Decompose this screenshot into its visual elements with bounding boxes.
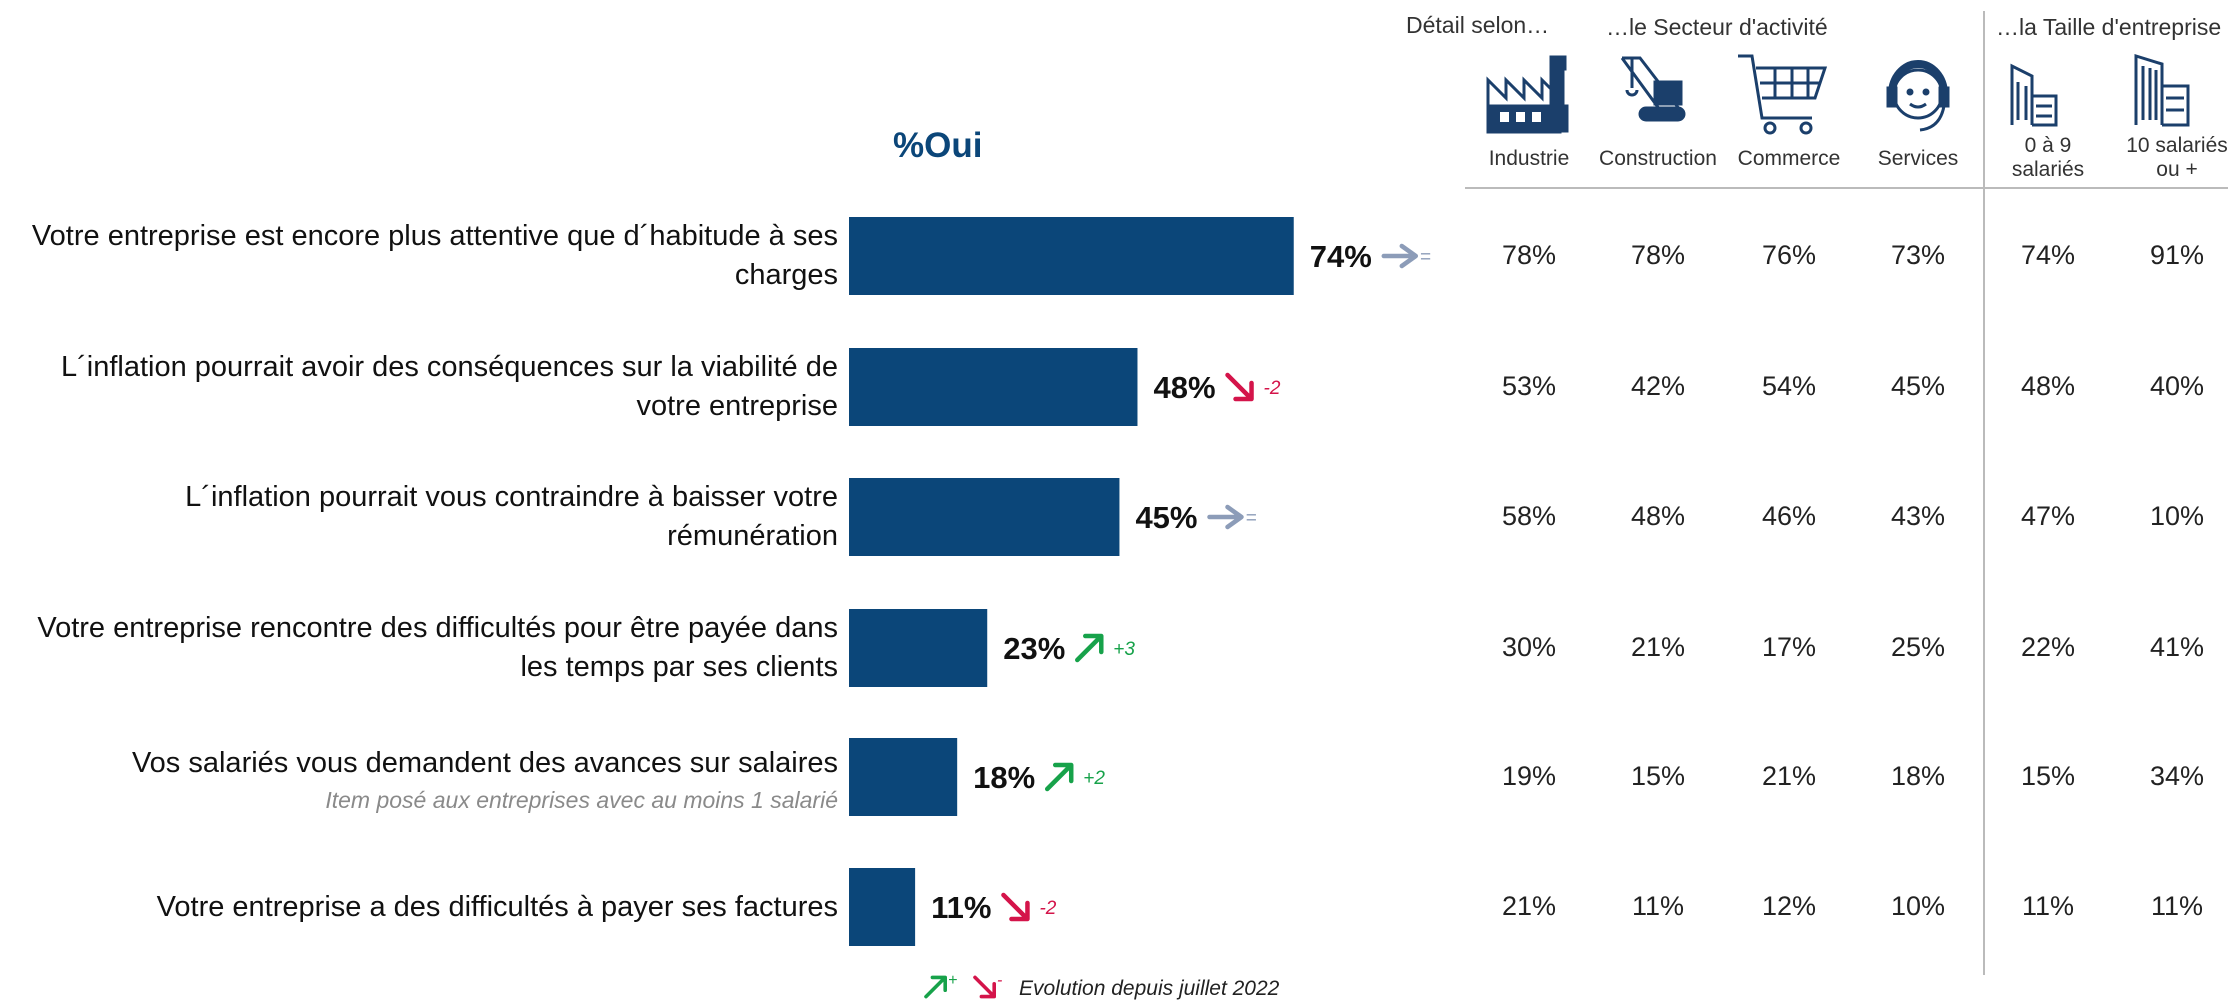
bar — [849, 868, 916, 946]
icon-industry — [1486, 55, 1569, 134]
bar — [849, 478, 1120, 556]
value-label: 23% — [1003, 631, 1065, 666]
legend-sign: - — [997, 972, 1002, 989]
table-cell: 47% — [2020, 501, 2076, 531]
table-cell: 11% — [1631, 891, 1685, 921]
bar — [849, 217, 1294, 295]
legend-sign: + — [948, 972, 957, 989]
table-cell: 34% — [2149, 761, 2205, 791]
table-cell: 15% — [1630, 761, 1686, 791]
icon-commerce — [1738, 54, 1828, 135]
trend-arrow — [1207, 504, 1244, 530]
legend-text: Evolution depuis juillet 2022 — [1019, 977, 1280, 1000]
table-cell: 76% — [1761, 240, 1817, 270]
table-cell: 40% — [2149, 371, 2205, 401]
bar — [849, 609, 988, 687]
category-label: L´inflation pourrait avoir des conséquen… — [61, 351, 838, 422]
category-label: Vos salariés vous demandent des avances … — [131, 746, 838, 779]
category-label: Votre entreprise a des difficultés à pay… — [156, 890, 838, 923]
table-cell: 21% — [1761, 761, 1817, 791]
value-label: 48% — [1153, 370, 1215, 405]
bar — [849, 738, 958, 816]
table-cell: 25% — [1890, 632, 1946, 662]
table-cell: 17% — [1761, 632, 1817, 662]
table-cell: 45% — [1890, 371, 1946, 401]
chart-title: %Oui — [893, 126, 983, 165]
table-cell: 53% — [1501, 371, 1557, 401]
category-label: Votre entreprise rencontre des difficult… — [37, 612, 838, 683]
column-header: 0 à 9 salariés — [2011, 134, 2085, 181]
trend-arrow — [1044, 762, 1074, 792]
evolution-label: -2 — [1264, 378, 1281, 399]
evolution-label: +3 — [1113, 639, 1135, 660]
table-cell: 78% — [1501, 240, 1557, 270]
category-note: Item posé aux entreprises avec au moins … — [325, 787, 838, 813]
evolution-label: = — [1245, 508, 1256, 529]
table-cell: 15% — [2020, 761, 2076, 791]
table-cell: 78% — [1630, 240, 1686, 270]
column-header: Commerce — [1737, 147, 1841, 170]
value-label: 18% — [973, 760, 1035, 795]
evolution-label: +2 — [1083, 768, 1105, 789]
trend-arrow — [1001, 892, 1030, 922]
table-cell: 42% — [1630, 371, 1686, 401]
table-intro: Détail selon… — [1406, 12, 1550, 38]
table-cell: 58% — [1501, 501, 1557, 531]
column-header: 10 salariés ou + — [2126, 134, 2228, 181]
table-cell: 30% — [1501, 632, 1557, 662]
table-cell: 41% — [2149, 632, 2205, 662]
table-cell: 10% — [1890, 891, 1946, 921]
trend-arrow — [1225, 372, 1254, 402]
table-cell: 11% — [2150, 891, 2204, 921]
icon-services — [1886, 60, 1950, 132]
bar — [849, 348, 1138, 426]
table-cell: 21% — [1630, 632, 1686, 662]
table-cell: 12% — [1761, 891, 1817, 921]
trend-arrow — [924, 975, 947, 999]
table-cell: 91% — [2149, 240, 2205, 270]
table-cell: 11% — [2021, 891, 2075, 921]
table-cell: 46% — [1761, 501, 1817, 531]
category-label: Votre entreprise est encore plus attenti… — [31, 220, 838, 291]
category-label: L´inflation pourrait vous contraindre à … — [185, 481, 838, 552]
trend-arrow — [1075, 633, 1104, 663]
table-cell: 43% — [1890, 501, 1946, 531]
value-label: 74% — [1310, 239, 1372, 274]
table-cell: 10% — [2149, 501, 2205, 531]
icon-construction — [1620, 56, 1686, 122]
icon-large-company — [2134, 53, 2190, 127]
value-label: 45% — [1135, 500, 1197, 535]
table-cell: 19% — [1501, 761, 1557, 791]
table-cell: 48% — [2020, 371, 2076, 401]
table-cell: 48% — [1630, 501, 1686, 531]
table-cell: 22% — [2020, 632, 2076, 662]
table-cell: 74% — [2020, 240, 2076, 270]
trend-arrow — [973, 975, 996, 999]
table-cell: 73% — [1890, 240, 1946, 270]
table-cell: 21% — [1501, 891, 1557, 921]
group-label: …la Taille d'entreprise — [1996, 14, 2222, 40]
column-header: Industrie — [1488, 147, 1570, 170]
group-label: …le Secteur d'activité — [1606, 14, 1828, 40]
evolution-label: = — [1420, 247, 1431, 268]
column-header: Construction — [1599, 147, 1717, 170]
table-cell: 54% — [1761, 371, 1817, 401]
trend-arrow — [1381, 243, 1419, 269]
evolution-label: -2 — [1039, 898, 1056, 919]
table-cell: 18% — [1890, 761, 1946, 791]
icon-small-company — [2010, 63, 2058, 127]
value-label: 11% — [931, 890, 991, 925]
column-header: Services — [1877, 147, 1959, 170]
